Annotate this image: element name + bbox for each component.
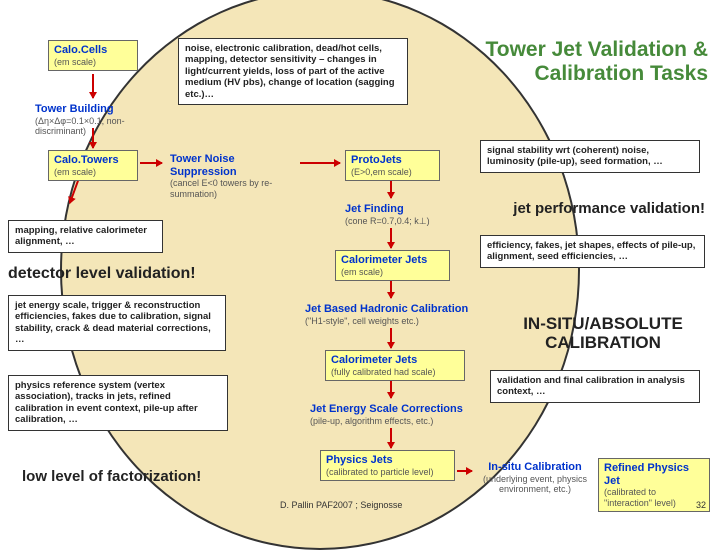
arrow [390,380,392,398]
arrow [390,428,392,448]
flow-title: Calo.Cells [54,44,107,56]
flow-sub: (cone R=0.7,0.4; k⊥) [345,216,430,226]
flow-hadcal: Jet Based Hadronic Calibration ("H1-styl… [300,300,485,329]
flow-calojets: Calorimeter Jets (em scale) [335,250,450,281]
subtitle-low-level: low level of factorization! [22,468,201,485]
arrow [390,328,392,348]
flow-calojets2: Calorimeter Jets (fully calibrated had s… [325,350,465,381]
note-validation-final: validation and final calibration in anal… [490,370,700,403]
flow-sub: (em scale) [54,167,96,177]
flow-sub: (E>0,em scale) [351,167,412,177]
arrow [300,162,340,164]
flow-sub: (calibrated to "interaction" level) [604,487,676,507]
note-physics-ref: physics reference system (vertex associa… [8,375,228,431]
flow-title: In-situ Calibration [488,461,582,473]
flow-title: Jet Energy Scale Corrections [310,403,463,415]
footer-page: 32 [696,500,706,510]
flow-jetfind: Jet Finding (cone R=0.7,0.4; k⊥) [340,200,455,229]
flow-sub: (em scale) [341,267,383,277]
note-eff-fakes: efficiency, fakes, jet shapes, effects o… [480,235,705,268]
flow-title: Calorimeter Jets [341,254,427,266]
flow-title: Calo.Towers [54,154,119,166]
flow-sub: (underlying event, physics environment, … [483,474,587,494]
flow-refined: Refined Physics Jet (calibrated to "inte… [598,458,710,512]
flow-protojets: ProtoJets (E>0,em scale) [345,150,440,181]
arrow [92,74,94,98]
flow-jetcorr: Jet Energy Scale Corrections (pile-up, a… [305,400,480,429]
note-map-align: mapping, relative calorimeter alignment,… [8,220,163,253]
arrow [390,180,392,198]
page-title: Tower Jet Validation & Calibration Tasks [448,38,708,86]
flow-sub: (fully calibrated had scale) [331,367,436,377]
flow-title: Physics Jets [326,454,393,466]
flow-title: Jet Finding [345,203,404,215]
note-jet-energy: jet energy scale, trigger & reconstructi… [8,295,226,351]
arrow [390,280,392,298]
flow-sub: (calibrated to particle level) [326,467,434,477]
footer-text: D. Pallin PAF2007 ; Seignosse [280,500,402,510]
arrow [390,228,392,248]
flow-noise: Tower Noise Suppression (cancel E<0 towe… [165,150,295,202]
flow-towerbuild: Tower Building (Δη×Δφ=0.1×0.1, non-discr… [30,100,180,139]
flow-title: Tower Building [35,103,114,115]
flow-sub: (em scale) [54,57,96,67]
subtitle-jet-perf: jet performance validation! [470,200,705,217]
flow-sub: (cancel E<0 towers by re-summation) [170,178,272,198]
flow-title: ProtoJets [351,154,402,166]
flow-sub: (pile-up, algorithm effects, etc.) [310,416,433,426]
flow-title: Calorimeter Jets [331,354,417,366]
flow-towers: Calo.Towers (em scale) [48,150,138,181]
subtitle-insitu-abs: IN-SITU/ABSOLUTE CALIBRATION [498,315,708,352]
note-top-center: noise, electronic calibration, dead/hot … [178,38,408,105]
flow-insitu: In-situ Calibration (underlying event, p… [470,458,600,497]
flow-title: Jet Based Hadronic Calibration [305,303,468,315]
flow-title: Refined Physics Jet [604,462,689,487]
flow-title: Tower Noise Suppression [170,153,237,178]
arrow [140,162,162,164]
flow-sub: ("H1-style", cell weights etc.) [305,316,419,326]
flow-sub: (Δη×Δφ=0.1×0.1, non-discriminant) [35,116,125,136]
flow-cells: Calo.Cells (em scale) [48,40,138,71]
note-signal-stab: signal stability wrt (coherent) noise, l… [480,140,700,173]
subtitle-detector-level: detector level validation! [8,265,196,283]
flow-physjets: Physics Jets (calibrated to particle lev… [320,450,455,481]
